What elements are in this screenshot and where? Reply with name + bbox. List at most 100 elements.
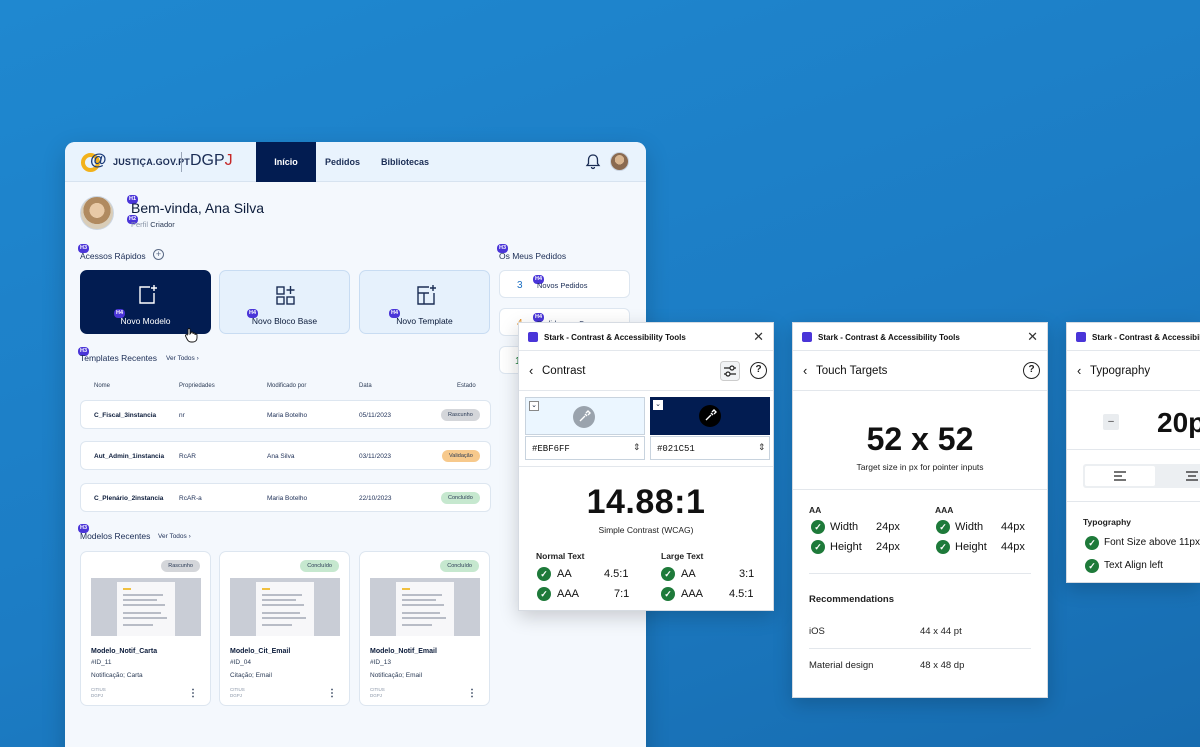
new-document-icon xyxy=(139,285,157,304)
row-modified-by: Ana Silva xyxy=(267,453,295,460)
help-icon[interactable]: ? xyxy=(750,362,767,379)
ver-todos-text: Ver Todos xyxy=(158,533,187,540)
recommendation-platform: iOS xyxy=(809,626,825,637)
panel-subheader: ‹ Touch Targets ? xyxy=(793,351,1047,391)
eyedropper-icon[interactable] xyxy=(573,406,595,428)
stark-touch-targets-panel: Stark - Contrast & Accessibility Tools ✕… xyxy=(792,322,1048,698)
chevron-down-icon[interactable]: ⌄ xyxy=(653,400,663,410)
more-options-icon[interactable]: ⋮ xyxy=(188,688,198,699)
footer-line-1: CITIUS xyxy=(91,687,106,692)
aaa-width-value: 44px xyxy=(1001,521,1025,533)
profile-label: Perfil xyxy=(131,220,149,229)
sliders-icon[interactable] xyxy=(720,361,740,381)
status-badge: Concluído xyxy=(441,492,480,504)
help-icon[interactable]: ? xyxy=(1023,362,1040,379)
normal-aa-value: 4.5:1 xyxy=(604,568,629,580)
more-options-icon[interactable]: ⋮ xyxy=(327,688,337,699)
table-header-propriedades: Propriedades xyxy=(179,383,215,389)
model-card[interactable]: Concluído Modelo_Cit_Email #ID_04 Citaçã… xyxy=(219,551,350,706)
stark-typography-panel: Stark - Contrast & Accessibility Tools ‹… xyxy=(1066,322,1200,583)
table-header-nome: Nome xyxy=(94,383,111,389)
model-card[interactable]: Rascunho Modelo_Notif_Carta #ID_11 Notif… xyxy=(80,551,211,706)
model-id: #ID_04 xyxy=(230,659,251,666)
nav-tab-bibliotecas[interactable]: Bibliotecas xyxy=(380,157,429,167)
back-chevron-icon[interactable]: ‹ xyxy=(1077,363,1082,378)
profile-role: Perfil Criador xyxy=(131,220,175,229)
quick-card-novo-bloco-base[interactable]: H4 Novo Bloco Base xyxy=(219,270,350,334)
check-icon: ✓ xyxy=(811,520,825,534)
foreground-hex: #EBF6FF xyxy=(532,444,570,454)
close-icon[interactable]: ✕ xyxy=(1027,329,1038,344)
templates-ver-todos-link[interactable]: Ver Todos › xyxy=(166,355,199,362)
model-card[interactable]: Concluído Modelo_Notif_Email #ID_13 Noti… xyxy=(359,551,490,706)
panel-title: Stark - Contrast & Accessibility Tools xyxy=(818,333,960,342)
stark-logo-icon xyxy=(802,332,812,342)
table-row[interactable]: C_Plenário_2instancia RcAR-a Maria Botel… xyxy=(80,483,491,512)
divider xyxy=(1067,449,1200,450)
bell-icon[interactable] xyxy=(585,153,601,170)
foreground-swatch[interactable]: ⌄ xyxy=(525,397,645,435)
footer-line-2: DGPJ xyxy=(230,693,243,698)
stark-logo-icon xyxy=(1076,332,1086,342)
nav-tab-inicio[interactable]: Início xyxy=(256,142,316,182)
large-text-label: Large Text xyxy=(661,551,704,561)
logo-dgpj: DGPJ xyxy=(190,152,233,170)
quick-card-label: Novo Template xyxy=(396,316,453,326)
row-date: 03/11/2023 xyxy=(359,453,392,460)
logo-at-icon: @ xyxy=(90,150,107,169)
row-props: RcAR xyxy=(179,453,196,460)
check-icon: ✓ xyxy=(661,587,675,601)
align-center-icon[interactable] xyxy=(1185,471,1199,481)
aaa-label: AAA xyxy=(935,505,954,515)
panel-title: Stark - Contrast & Accessibility Tools xyxy=(1092,333,1200,342)
back-chevron-icon[interactable]: ‹ xyxy=(803,363,808,378)
background-hex-input[interactable]: #021C51 ⇕ xyxy=(650,436,770,460)
typography-check-font-size: Font Size above 11px xyxy=(1104,537,1200,548)
model-footer: CITIUS DGPJ xyxy=(370,687,385,699)
divider xyxy=(1067,501,1200,502)
normal-aaa-value: 7:1 xyxy=(614,588,630,600)
heading-badge-h3: H3 xyxy=(78,244,90,253)
user-avatar[interactable] xyxy=(610,152,629,171)
logo-divider xyxy=(181,152,182,172)
check-icon: ✓ xyxy=(936,520,950,534)
table-row[interactable]: C_Fiscal_3instancia nr Maria Botelho 05/… xyxy=(80,400,491,429)
welcome-heading: Bem-vinda, Ana Silva xyxy=(131,200,265,216)
requests-card-new[interactable]: 3 H4 Novos Pedidos xyxy=(499,270,630,298)
quick-card-novo-modelo[interactable]: H4 Novo Modelo xyxy=(80,270,211,334)
heading-badge-h3: H3 xyxy=(78,524,90,533)
stepper-icon[interactable]: ⇕ xyxy=(758,442,766,452)
panel-subheader: ‹ Contrast ? xyxy=(519,351,773,391)
add-quick-access-icon[interactable]: + xyxy=(153,249,164,260)
stepper-icon[interactable]: ⇕ xyxy=(633,442,641,452)
footer-line-2: DGPJ xyxy=(91,693,104,698)
chevron-down-icon[interactable]: ⌄ xyxy=(529,401,539,411)
background-swatch[interactable]: ⌄ xyxy=(650,397,770,435)
quick-card-label: Novo Modelo xyxy=(120,316,171,326)
nav-tab-pedidos[interactable]: Pedidos xyxy=(324,157,360,167)
table-row[interactable]: Aut_Admin_1instancia RcAR Ana Silva 03/1… xyxy=(80,441,491,470)
text-align-segmented-control xyxy=(1083,464,1200,488)
model-id: #ID_13 xyxy=(370,659,391,666)
status-badge: Rascunho xyxy=(441,409,480,421)
heading-badge-h4: H4 xyxy=(389,309,401,318)
decrease-button[interactable]: – xyxy=(1103,414,1119,430)
close-icon[interactable]: ✕ xyxy=(753,329,764,344)
divider xyxy=(809,648,1031,649)
align-left-option[interactable] xyxy=(1085,466,1155,486)
check-icon: ✓ xyxy=(661,567,675,581)
foreground-hex-input[interactable]: #EBF6FF ⇕ xyxy=(525,436,645,460)
row-modified-by: Maria Botelho xyxy=(267,495,308,502)
table-header-estado: Estado xyxy=(457,383,476,389)
check-icon: ✓ xyxy=(1085,536,1099,550)
more-options-icon[interactable]: ⋮ xyxy=(467,688,477,699)
quick-card-novo-template[interactable]: H4 Novo Template xyxy=(359,270,490,334)
eyedropper-icon[interactable] xyxy=(699,405,721,427)
models-ver-todos-link[interactable]: Ver Todos › xyxy=(158,533,191,540)
model-thumbnail xyxy=(370,578,480,636)
row-date: 22/10/2023 xyxy=(359,495,392,502)
back-chevron-icon[interactable]: ‹ xyxy=(529,363,534,378)
panel-header: Stark - Contrast & Accessibility Tools ✕ xyxy=(793,323,1047,351)
logo-text: JUSTIÇA.GOV.PT xyxy=(113,157,190,167)
row-name: C_Plenário_2instancia xyxy=(94,495,164,502)
